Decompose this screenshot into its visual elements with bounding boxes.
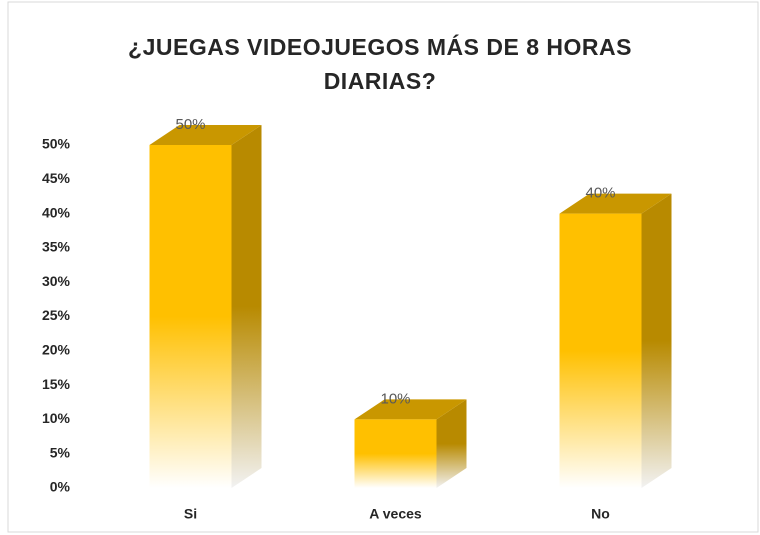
x-tick-label: No	[591, 506, 610, 522]
x-tick-label: A veces	[369, 506, 422, 522]
y-tick-label: 50%	[42, 136, 71, 152]
bar-side	[231, 125, 262, 488]
chart-title: ¿JUEGAS VIDEOJUEGOS MÁS DE 8 HORAS DIARI…	[128, 34, 632, 94]
y-tick-label: 25%	[42, 307, 71, 323]
data-label: 40%	[585, 185, 615, 202]
y-tick-label: 45%	[42, 170, 71, 186]
y-tick-label: 40%	[42, 204, 71, 220]
bar-top	[149, 125, 262, 145]
y-tick-label: 5%	[50, 444, 71, 460]
y-tick-label: 15%	[42, 376, 71, 392]
bar-top	[354, 399, 467, 420]
bar	[149, 145, 232, 488]
y-tick-label: 35%	[42, 239, 71, 255]
bar-side	[641, 193, 672, 488]
data-label: 50%	[175, 116, 205, 133]
bar	[354, 419, 437, 488]
chart-border	[7, 1, 759, 533]
bar	[559, 213, 642, 488]
y-tick-label: 30%	[42, 273, 71, 289]
y-tick-label: 10%	[42, 410, 71, 426]
x-tick-label: Si	[184, 506, 197, 522]
data-label: 10%	[380, 390, 410, 407]
bar-side	[436, 399, 467, 488]
y-tick-label: 0%	[50, 479, 71, 495]
y-tick-label: 20%	[42, 342, 71, 358]
bar-top	[559, 193, 672, 214]
